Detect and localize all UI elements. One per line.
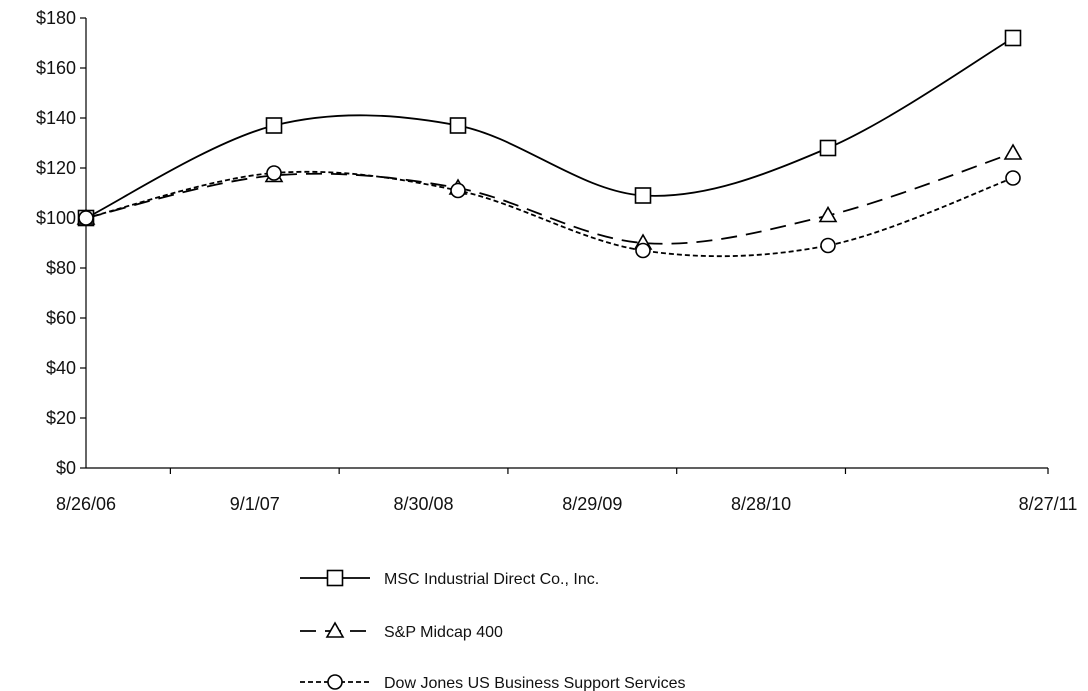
x-tick-label: 8/27/11 bbox=[1019, 494, 1078, 514]
legend: MSC Industrial Direct Co., Inc. S&P Midca… bbox=[300, 569, 685, 691]
legend-marker-3 bbox=[327, 674, 343, 690]
axes bbox=[85, 18, 1048, 469]
legend-marker-1 bbox=[326, 569, 344, 587]
y-tick-label: $180 bbox=[36, 8, 76, 28]
x-tick-label: 8/26/06 bbox=[56, 494, 116, 514]
series-1-point bbox=[449, 117, 467, 134]
y-tick-label: $100 bbox=[36, 208, 76, 228]
series-markers bbox=[76, 29, 1023, 259]
x-tick-label: 8/29/09 bbox=[562, 494, 622, 514]
legend-label-3: Dow Jones US Business Support Services bbox=[384, 675, 685, 691]
series-3-point bbox=[820, 237, 836, 254]
series-1-point bbox=[634, 187, 652, 204]
series-3-point bbox=[266, 165, 282, 181]
y-tick-label: $40 bbox=[46, 358, 76, 378]
x-tick-label: 9/1/07 bbox=[230, 494, 280, 514]
series-3-point bbox=[78, 210, 94, 226]
series-1-point bbox=[265, 117, 283, 134]
series-1-point bbox=[819, 139, 837, 157]
legend-marker-2 bbox=[325, 621, 345, 638]
y-tick-label: $80 bbox=[46, 258, 76, 278]
y-tick-label: $60 bbox=[46, 308, 76, 328]
series-2-point bbox=[1003, 143, 1023, 160]
series-1-point bbox=[1004, 29, 1022, 47]
series-lines bbox=[85, 37, 1014, 258]
series-3-point bbox=[635, 242, 651, 259]
series-line-1 bbox=[85, 37, 1014, 219]
y-tick-label: $0 bbox=[56, 458, 76, 478]
series-line-2 bbox=[85, 152, 1014, 245]
y-tick-label: $160 bbox=[36, 58, 76, 78]
x-tick-label: 8/28/10 bbox=[731, 494, 791, 514]
series-2-point bbox=[818, 205, 838, 223]
series-line-3 bbox=[85, 170, 1014, 258]
y-tick-label: $120 bbox=[36, 158, 76, 178]
legend-label-1: MSC Industrial Direct Co., Inc. bbox=[384, 571, 599, 588]
series-3-point bbox=[450, 182, 466, 199]
y-tick-group: $0 $20 $40 $60 $80 $100 $120 $140 $160 $180 bbox=[36, 8, 86, 478]
legend-label-2: S&P Midcap 400 bbox=[384, 624, 503, 641]
y-tick-label: $140 bbox=[36, 108, 76, 128]
series-3-point bbox=[1005, 170, 1021, 186]
x-tick-label: 8/30/08 bbox=[394, 494, 454, 514]
x-tick-group: 8/26/06 9/1/07 8/30/08 8/29/09 8/28/10 8/27/1… bbox=[56, 468, 1077, 514]
y-tick-label: $20 bbox=[46, 408, 76, 428]
